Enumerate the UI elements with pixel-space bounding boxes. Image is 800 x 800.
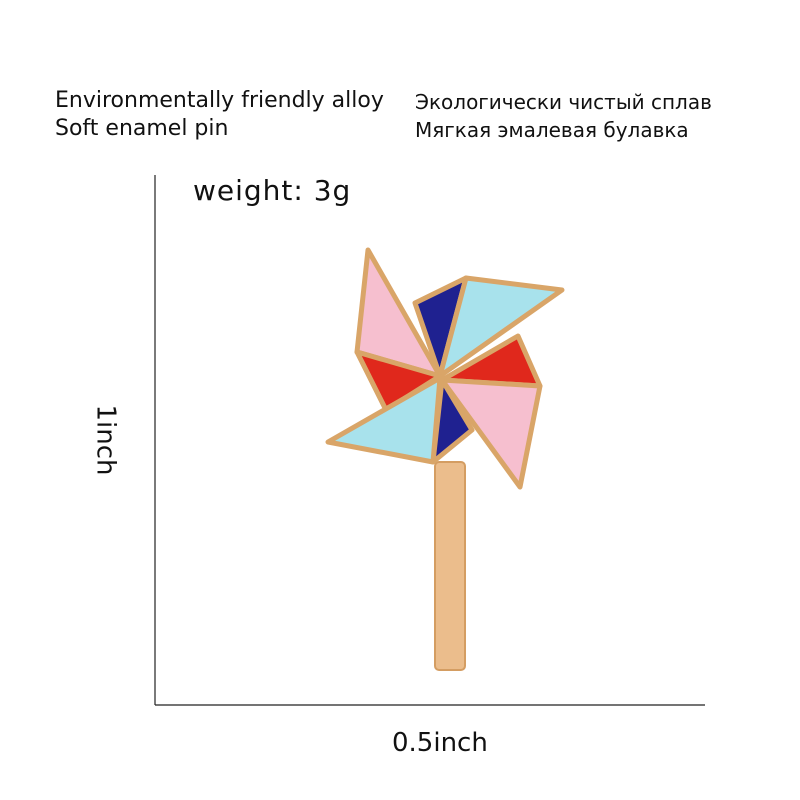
pinwheel — [325, 247, 565, 490]
width-label: 0.5inch — [392, 728, 488, 758]
spec-text: Экологически чистый сплав — [415, 90, 712, 114]
weight-text: weight: 3g — [193, 174, 352, 207]
pin-stick — [434, 461, 466, 671]
blade — [439, 377, 543, 490]
blade — [437, 275, 565, 379]
spec-text: Environmentally friendly alloy — [55, 88, 384, 113]
pin-center — [437, 374, 445, 382]
spec-text: Мягкая эмалевая булавка — [415, 118, 689, 142]
spec-text: Soft enamel pin — [55, 116, 229, 141]
blade — [325, 375, 443, 465]
